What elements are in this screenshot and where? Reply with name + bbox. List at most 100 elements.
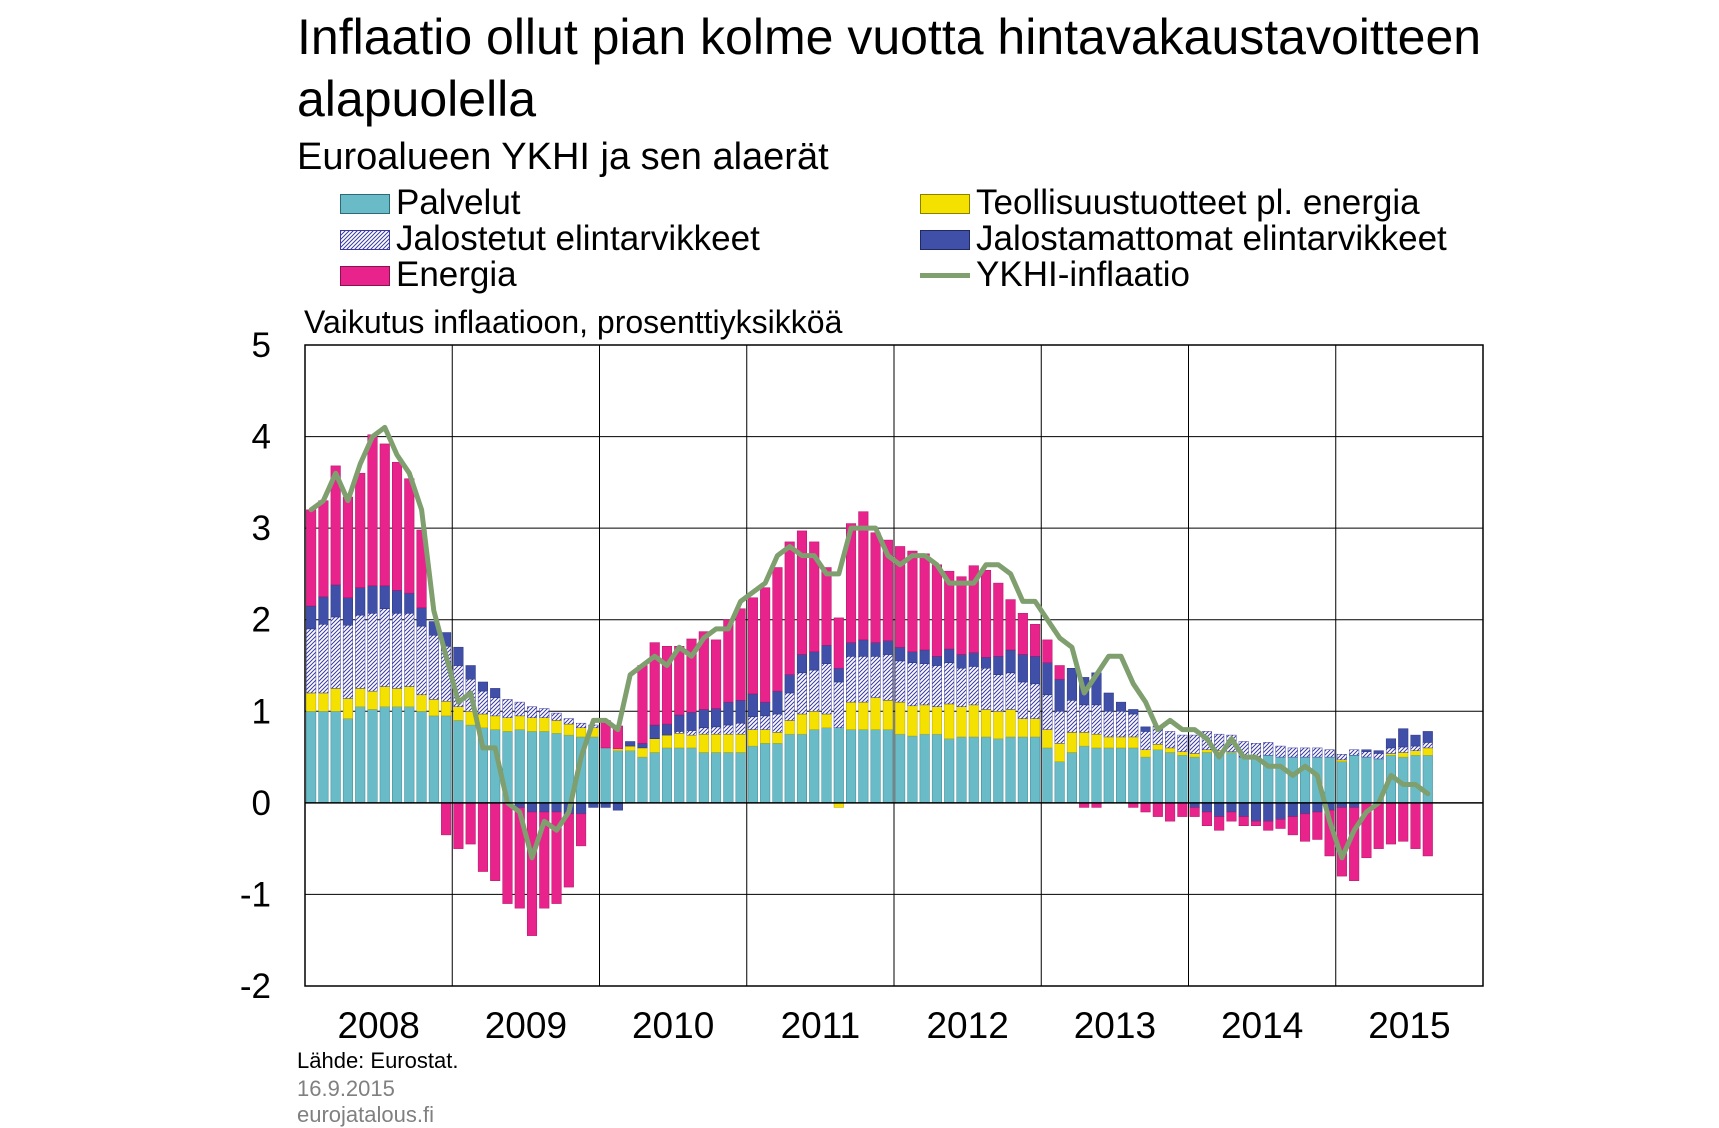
bar-segment [1091,747,1102,804]
bar-segment [1017,718,1028,738]
bar-segment [1361,756,1372,804]
bar-segment [1054,743,1065,762]
bar-segment [441,802,452,836]
bar-segment [1140,731,1151,750]
bar-segment [637,743,648,749]
bar-segment [391,706,403,804]
bar-segment [1165,731,1176,749]
bar-segment [686,730,697,736]
bar-segment [1226,811,1237,822]
bar-segment [477,690,488,715]
bar-segment [760,715,771,730]
bar-segment [318,692,329,712]
bar-segment [968,704,979,738]
bar-segment [355,688,366,707]
bar-segment [1091,704,1102,735]
bar-segment [502,699,513,718]
bar-segment [1115,711,1127,738]
bar-segment [404,592,415,614]
legend-swatch-ykhi [920,273,970,278]
bar-segment [576,813,587,847]
bar-segment [711,733,722,753]
bar-segment [723,619,734,703]
legend-swatch-teollisuustuotteet [920,194,970,214]
axes: -2 -1 0 1 2 3 4 5 2008 2009 2010 2011 2012 2013 2014 20… [240,326,1484,1046]
bar-segment [1398,728,1409,748]
bar-segment [367,585,378,614]
bar-segment [1398,746,1409,753]
bar-segment [576,727,587,738]
bar-segment [895,546,906,648]
bar-segment [980,667,992,710]
bar-segment [870,697,881,730]
bar-segment [514,715,525,730]
bar-segment [1300,802,1311,815]
bar-segment [980,709,992,738]
bar-segment [1398,752,1409,758]
bar-segment [1422,802,1433,857]
bar-segment [490,802,501,881]
bar-segment [735,722,746,735]
bar-segment [342,597,353,626]
bar-segment [1054,761,1065,804]
bar-segment [1349,749,1360,756]
bar-segment [1140,756,1151,804]
bar-segment [1287,747,1298,758]
bar-segment [821,567,832,646]
bar-segment [931,656,942,666]
bar-segment [956,736,967,804]
bar-segment [342,698,353,719]
bar-segment [747,745,758,804]
bar-segment [784,733,795,804]
bar-segment [1005,599,1016,651]
bar-segment [1250,756,1262,804]
bar-segment [588,736,599,804]
plot-frame [304,344,1484,987]
bar-segment [1385,747,1397,754]
bar-segment [1201,749,1212,753]
bar-segment [1214,802,1225,817]
bar-segment [833,681,844,729]
bar-segment [1263,742,1274,756]
bar-segment [391,590,403,614]
bar-segment [1005,649,1016,674]
bar-segment [895,733,906,804]
bar-segment [539,708,550,718]
bar-segment [576,802,587,815]
bar-segment [318,500,329,598]
bar-segment [735,752,746,804]
bar-segment [1042,747,1053,804]
bar-segment [649,752,660,804]
bar-segment [1165,752,1176,804]
bar-segment [1300,747,1311,758]
bar-segment [1140,802,1151,813]
bar-segment [882,729,893,804]
bar-segment [453,720,464,804]
bar-segment [428,699,439,717]
bar-segment [931,733,942,804]
bar-segment [612,750,623,804]
bar-segment [821,727,832,804]
bar-segment [674,747,685,804]
bar-segment [956,706,967,738]
x-tick-label: 2012 [926,1005,1008,1046]
bar-segment [1066,667,1077,701]
bar-segment [367,690,378,710]
bar-segment [612,748,623,751]
bar-segment [833,617,844,669]
bar-segment [514,729,525,804]
bar-segment [1410,754,1421,804]
bar-segment [1128,713,1139,738]
bar-segment [772,567,783,692]
bar-segment [490,715,501,730]
bar-segment [907,735,918,804]
bar-segment [931,665,942,707]
bar-segment [846,729,857,804]
bar-segment [1152,802,1163,817]
bar-segment [919,663,930,706]
y-tick-label: 2 [252,601,271,640]
bar-segment [1066,700,1077,733]
bar-segment [1177,754,1188,804]
y-tick-label: 4 [252,418,271,457]
bar-segment [1079,745,1090,804]
